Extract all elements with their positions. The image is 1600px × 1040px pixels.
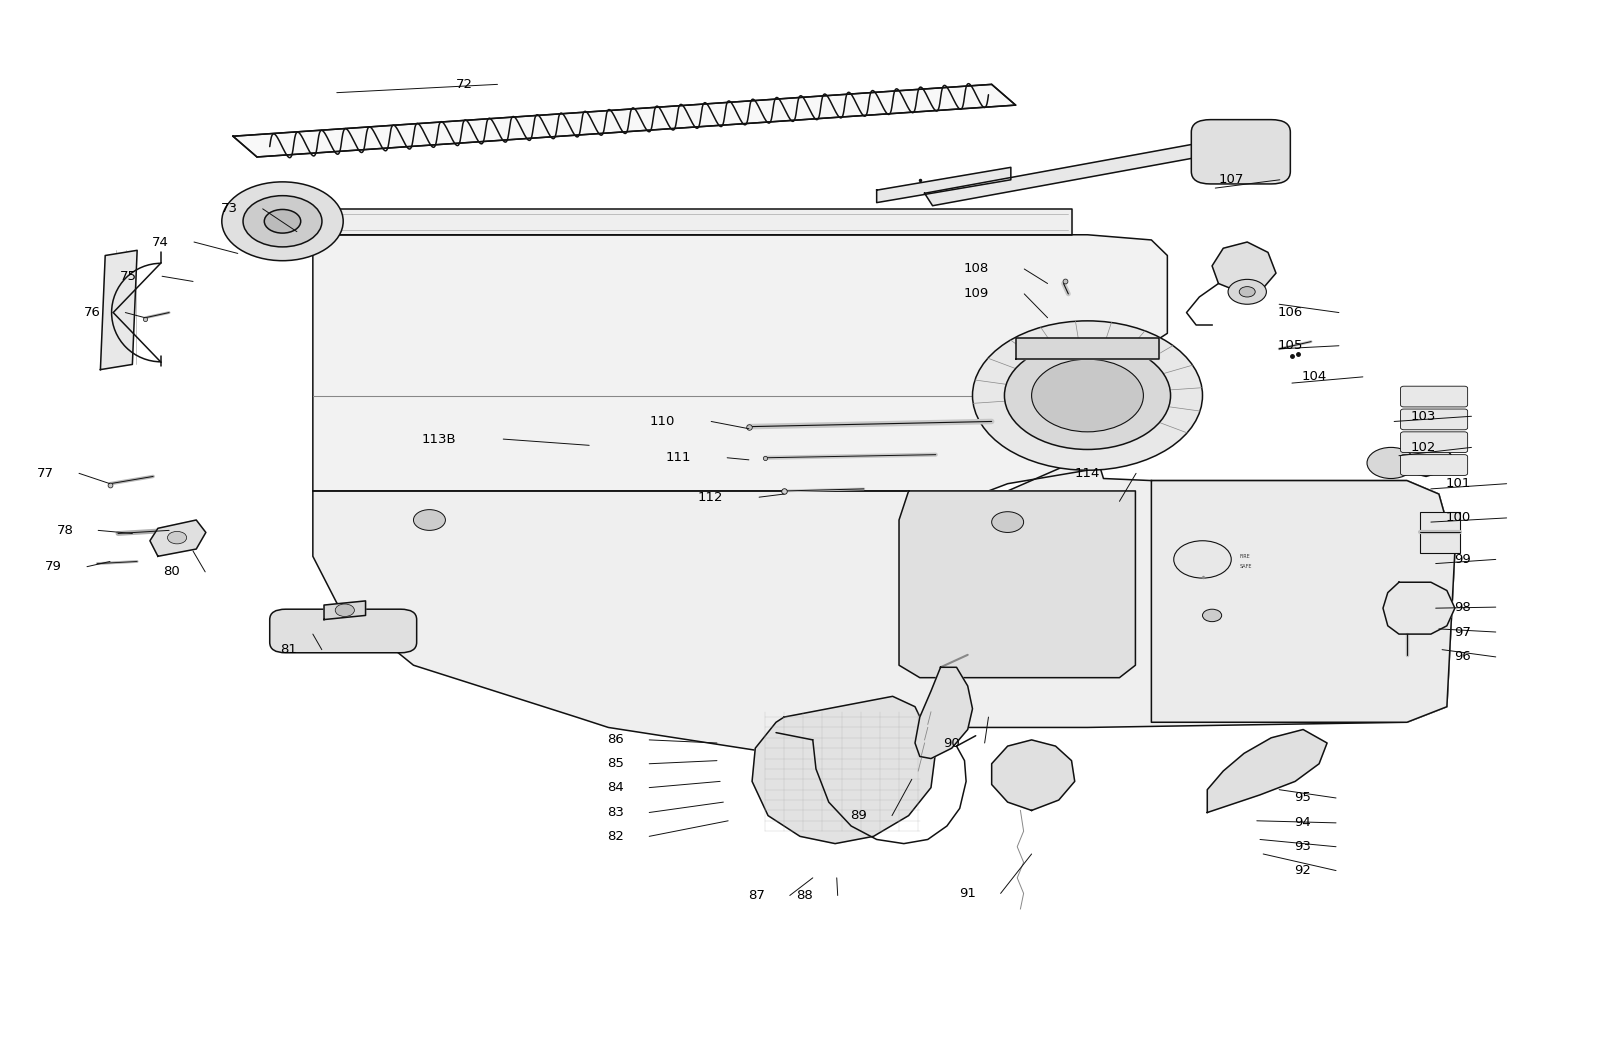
- Text: SAFE: SAFE: [1240, 564, 1251, 569]
- Circle shape: [336, 604, 354, 617]
- Polygon shape: [1371, 445, 1454, 476]
- Text: 95: 95: [1294, 791, 1310, 805]
- Text: 93: 93: [1294, 840, 1310, 853]
- Text: 84: 84: [608, 781, 624, 795]
- Polygon shape: [915, 668, 973, 758]
- Text: 86: 86: [608, 733, 624, 747]
- Circle shape: [1032, 359, 1144, 432]
- Circle shape: [222, 182, 342, 261]
- Text: 113B: 113B: [422, 433, 456, 445]
- Polygon shape: [1213, 242, 1275, 292]
- Text: 83: 83: [608, 806, 624, 818]
- Text: 73: 73: [221, 203, 238, 215]
- Text: 106: 106: [1278, 306, 1302, 319]
- Text: 105: 105: [1278, 339, 1302, 353]
- Text: 82: 82: [608, 830, 624, 842]
- Text: 108: 108: [963, 262, 989, 276]
- Polygon shape: [1382, 582, 1454, 634]
- Polygon shape: [298, 209, 1072, 235]
- Circle shape: [168, 531, 187, 544]
- Text: 102: 102: [1410, 441, 1435, 453]
- Circle shape: [992, 512, 1024, 532]
- Polygon shape: [1016, 338, 1160, 359]
- Text: 74: 74: [152, 235, 170, 249]
- Text: 77: 77: [37, 467, 54, 479]
- Circle shape: [1366, 447, 1414, 478]
- FancyBboxPatch shape: [1400, 432, 1467, 452]
- Circle shape: [1240, 287, 1256, 297]
- Text: 112: 112: [698, 491, 723, 503]
- Text: 80: 80: [163, 566, 181, 578]
- Text: 78: 78: [56, 524, 74, 537]
- Text: 99: 99: [1454, 553, 1470, 566]
- Text: 87: 87: [747, 889, 765, 902]
- FancyBboxPatch shape: [1192, 120, 1290, 184]
- Polygon shape: [899, 491, 1136, 678]
- Polygon shape: [150, 520, 206, 556]
- Circle shape: [413, 510, 445, 530]
- Polygon shape: [877, 167, 1011, 203]
- Circle shape: [243, 196, 322, 246]
- Polygon shape: [234, 84, 1016, 157]
- Text: 97: 97: [1454, 625, 1470, 639]
- Polygon shape: [314, 235, 1168, 491]
- Polygon shape: [314, 452, 1454, 753]
- FancyBboxPatch shape: [1400, 386, 1467, 407]
- Text: 103: 103: [1410, 410, 1435, 423]
- Text: 89: 89: [850, 809, 867, 822]
- Circle shape: [264, 209, 301, 233]
- Text: 98: 98: [1454, 601, 1470, 614]
- Text: 92: 92: [1294, 864, 1310, 877]
- Circle shape: [973, 321, 1203, 470]
- Text: FIRE: FIRE: [1240, 554, 1250, 558]
- Circle shape: [1174, 541, 1232, 578]
- Polygon shape: [1208, 729, 1326, 812]
- Circle shape: [1203, 609, 1222, 622]
- Polygon shape: [992, 739, 1075, 810]
- Bar: [1419, 512, 1459, 553]
- Polygon shape: [1152, 480, 1454, 722]
- Text: 101: 101: [1445, 477, 1470, 490]
- FancyBboxPatch shape: [1400, 454, 1467, 475]
- Polygon shape: [101, 251, 138, 369]
- Text: 72: 72: [456, 78, 472, 90]
- Text: 90: 90: [942, 736, 960, 750]
- Text: 85: 85: [608, 757, 624, 771]
- Text: 75: 75: [120, 269, 138, 283]
- Text: 109: 109: [963, 287, 989, 301]
- Text: 94: 94: [1294, 816, 1310, 829]
- Text: 88: 88: [797, 889, 813, 902]
- Text: 96: 96: [1454, 650, 1470, 664]
- Text: 104: 104: [1302, 370, 1326, 384]
- Text: 91: 91: [958, 887, 976, 900]
- Text: 100: 100: [1445, 512, 1470, 524]
- FancyBboxPatch shape: [270, 609, 416, 653]
- Polygon shape: [325, 601, 365, 620]
- Text: 76: 76: [83, 306, 101, 319]
- Circle shape: [1005, 341, 1171, 449]
- FancyBboxPatch shape: [1400, 409, 1467, 430]
- Text: 114: 114: [1075, 467, 1101, 479]
- Text: 81: 81: [280, 643, 298, 656]
- Polygon shape: [752, 697, 936, 843]
- Polygon shape: [925, 145, 1200, 206]
- Polygon shape: [1037, 374, 1104, 397]
- Text: 79: 79: [45, 561, 62, 573]
- Circle shape: [1229, 280, 1266, 305]
- Text: 107: 107: [1219, 174, 1245, 186]
- Text: 110: 110: [650, 415, 675, 428]
- Text: 111: 111: [666, 451, 691, 464]
